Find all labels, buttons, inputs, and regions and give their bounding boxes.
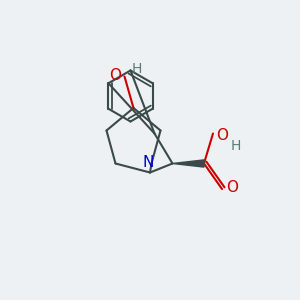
- Text: O: O: [226, 180, 238, 195]
- Polygon shape: [172, 160, 204, 167]
- Text: O: O: [109, 68, 121, 82]
- Text: H: H: [231, 139, 242, 152]
- Text: H: H: [132, 62, 142, 76]
- Text: N: N: [143, 155, 154, 170]
- Text: O: O: [216, 128, 228, 142]
